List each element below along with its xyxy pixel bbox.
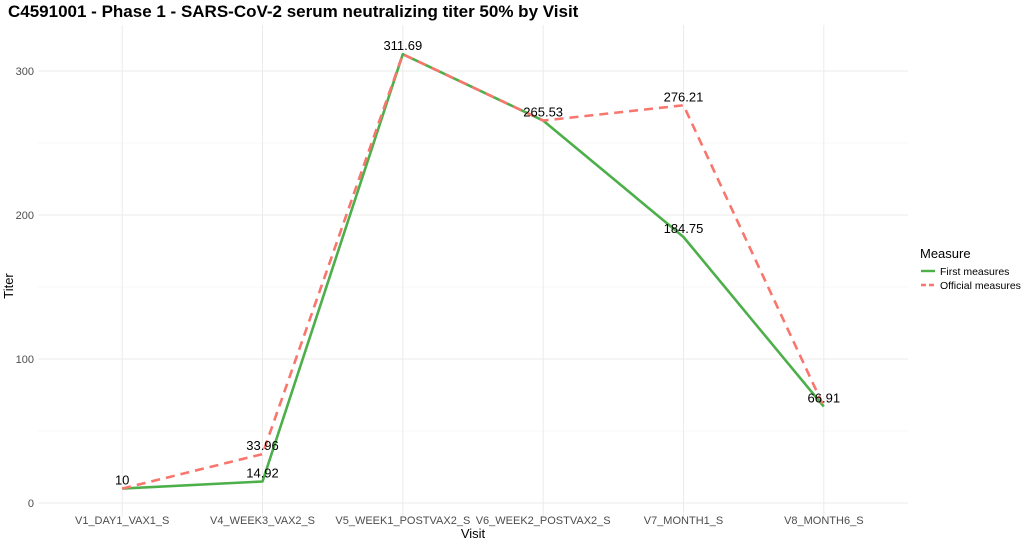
y-tick-label: 300 [16, 66, 34, 78]
gridlines [38, 25, 908, 517]
x-axis-ticks: V1_DAY1_VAX1_S V4_WEEK3_VAX2_S V5_WEEK1_PO… [75, 515, 864, 527]
data-label: 311.69 [383, 38, 422, 53]
legend-label: Official measures [940, 280, 1021, 292]
data-label: 184.75 [664, 221, 704, 236]
data-label: 10 [115, 473, 129, 488]
x-tick-label: V5_WEEK1_POSTVAX2_S [335, 515, 470, 527]
data-label: 14.92 [246, 466, 279, 481]
x-tick-label: V6_WEEK2_POSTVAX2_S [476, 515, 611, 527]
x-tick-label: V8_MONTH6_S [784, 515, 863, 527]
data-label: 66.91 [808, 391, 841, 406]
x-axis-title: Visit [461, 526, 486, 541]
x-tick-label: V1_DAY1_VAX1_S [75, 515, 169, 527]
series-line-first-measures [122, 52, 825, 490]
x-tick-label: V7_MONTH1_S [644, 515, 723, 527]
data-label: 265.53 [523, 105, 563, 120]
legend: Measure First measures Official measures [920, 246, 1021, 292]
y-axis-title: Titer [1, 273, 16, 299]
data-labels: 10 33.96 14.92 311.69 265.53 276.21 184.75 66.9… [115, 38, 840, 487]
y-axis-ticks: 0 100 200 300 [16, 66, 34, 510]
series-lines [121, 52, 825, 490]
series-line-official-measures [121, 52, 825, 490]
y-tick-label: 0 [28, 498, 34, 510]
data-label: 276.21 [664, 89, 704, 104]
y-tick-label: 200 [16, 210, 34, 222]
x-tick-label: V4_WEEK3_VAX2_S [210, 515, 315, 527]
data-label: 33.96 [246, 438, 279, 453]
legend-title: Measure [920, 246, 971, 261]
chart-title: C4591001 - Phase 1 - SARS-CoV-2 serum ne… [8, 2, 579, 21]
legend-label: First measures [940, 266, 1009, 278]
y-tick-label: 100 [16, 354, 34, 366]
